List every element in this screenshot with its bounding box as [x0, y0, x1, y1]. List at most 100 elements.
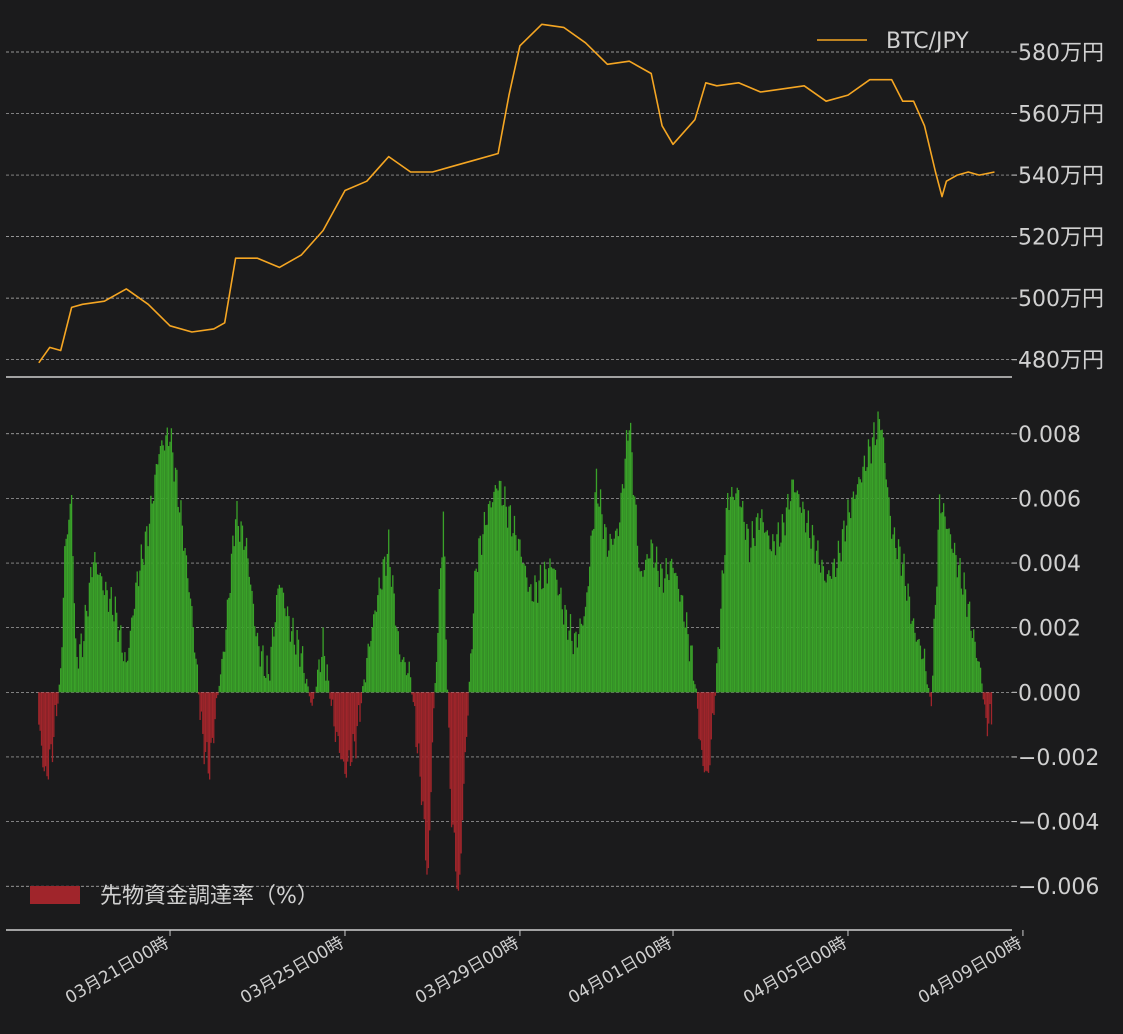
funding-bar [105, 581, 107, 693]
funding-bar [278, 584, 281, 693]
funding-bar [657, 570, 659, 693]
funding-bar [688, 661, 691, 693]
funding-bar [773, 541, 775, 693]
funding-bar [300, 653, 302, 693]
funding-bar [561, 609, 563, 693]
funding-bar [50, 692, 52, 745]
funding-bar [464, 692, 466, 753]
funding-bar [755, 517, 758, 693]
funding-bar [47, 692, 50, 780]
funding-bar [230, 553, 233, 693]
funding-bar [411, 692, 413, 695]
funding-bar [498, 480, 501, 693]
funding-bar [569, 614, 572, 693]
funding-bar [356, 692, 358, 727]
funding-bar [126, 660, 129, 693]
funding-bar [988, 692, 990, 724]
funding-bar [250, 584, 252, 693]
funding-bar [258, 646, 260, 693]
funding-bar [389, 567, 391, 693]
funding-bar [973, 629, 975, 693]
funding-bar [132, 615, 134, 693]
funding-bar [449, 692, 451, 789]
funding-bar [906, 600, 908, 693]
funding-bar [303, 672, 305, 693]
funding-bar [643, 570, 645, 693]
funding-y-tick-label: 0.000 [1018, 681, 1081, 706]
funding-bar [922, 658, 924, 693]
funding-y-tick-label: 0.002 [1018, 617, 1081, 642]
funding-bar [783, 522, 785, 693]
funding-bar [275, 595, 278, 693]
funding-bar [810, 548, 812, 693]
funding-bar [889, 515, 891, 693]
funding-bar [817, 540, 819, 693]
funding-bar [295, 654, 297, 693]
funding-bar [619, 522, 621, 693]
funding-bar [217, 692, 219, 696]
funding-bar [219, 674, 222, 693]
funding-bar [44, 692, 47, 767]
funding-bar [647, 558, 650, 693]
funding-bar [375, 611, 378, 693]
funding-bar [412, 692, 414, 703]
funding-bar [751, 521, 753, 693]
funding-bar [904, 586, 907, 693]
funding-bar [408, 661, 410, 693]
funding-bar [558, 594, 561, 693]
funding-bar [591, 530, 594, 693]
funding-bar [552, 568, 554, 693]
funding-bar [888, 497, 890, 693]
funding-bar [210, 692, 212, 743]
funding-bar [423, 692, 425, 820]
funding-bar [780, 542, 782, 693]
funding-bar [189, 598, 192, 693]
funding-bar [766, 530, 768, 693]
funding-bar [662, 592, 665, 693]
funding-bar [239, 541, 241, 693]
funding-bar [168, 446, 170, 693]
funding-bars [38, 411, 993, 891]
funding-bar [43, 692, 45, 772]
funding-bar [575, 631, 577, 693]
funding-bar [762, 522, 764, 693]
funding-bar [595, 468, 598, 693]
funding-bar [709, 692, 711, 766]
funding-bar [778, 546, 781, 693]
funding-bar [434, 683, 436, 693]
funding-bar [699, 692, 702, 741]
funding-bar [106, 590, 108, 693]
funding-bar [140, 544, 142, 693]
funding-bar [85, 610, 88, 693]
funding-bar [800, 512, 803, 693]
funding-bar [927, 688, 930, 693]
funding-bar [732, 496, 734, 693]
funding-bar [632, 495, 635, 693]
funding-bar [407, 673, 409, 693]
funding-bar [269, 680, 271, 693]
funding-bar [433, 692, 435, 709]
funding-bar [506, 527, 509, 693]
funding-bar [70, 495, 73, 693]
funding-bar [236, 500, 238, 693]
funding-bar [333, 692, 335, 727]
funding-bar [624, 458, 626, 693]
funding-bar [848, 512, 850, 693]
funding-bar [187, 578, 189, 693]
funding-bar [705, 692, 707, 771]
funding-bar [604, 524, 606, 693]
funding-bar [852, 491, 855, 693]
funding-bar [352, 692, 354, 734]
funding-bar [516, 550, 518, 693]
funding-bar [977, 661, 979, 693]
funding-y-tick-label: −0.002 [1018, 746, 1099, 771]
funding-bar [956, 577, 958, 693]
funding-bar [599, 489, 602, 693]
funding-bar [880, 430, 882, 693]
funding-bar [345, 692, 347, 778]
funding-bar [151, 503, 153, 693]
funding-bar [952, 552, 954, 693]
funding-bar [252, 603, 255, 693]
funding-bar [804, 532, 807, 693]
funding-bar [917, 639, 919, 693]
